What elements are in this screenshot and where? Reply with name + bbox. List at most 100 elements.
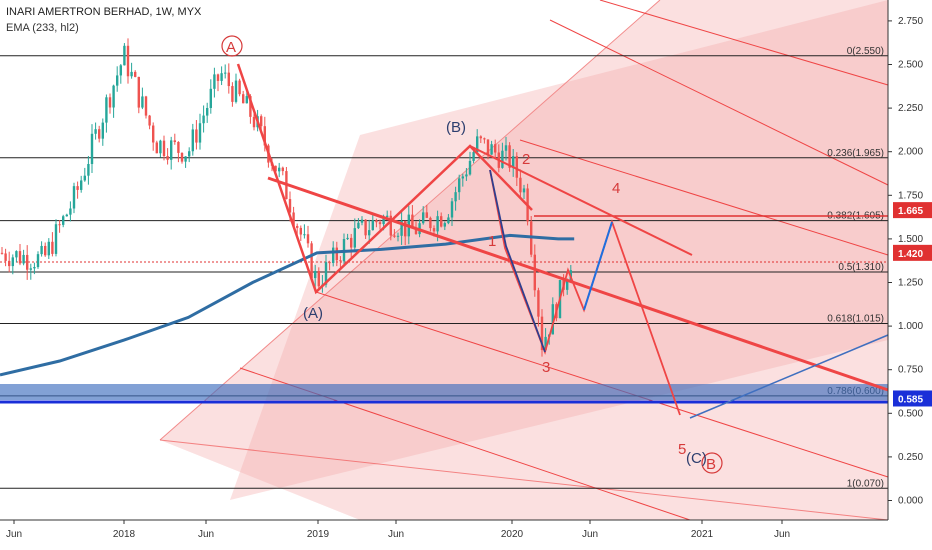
candle-body-59 bbox=[213, 74, 216, 89]
candle-body-29 bbox=[105, 97, 108, 123]
y-tick-label-7: 1.000 bbox=[898, 321, 923, 332]
candle-body-72 bbox=[260, 116, 263, 127]
candle-body-93 bbox=[335, 247, 338, 261]
candle-body-68 bbox=[245, 96, 248, 104]
label-3: 3 bbox=[542, 359, 550, 376]
x-tick-label-6: Jun bbox=[582, 529, 598, 540]
candle-body-86 bbox=[310, 243, 313, 279]
fan-line-4 bbox=[599, 0, 889, 86]
x-ticks: Jun 2018 Jun 2019 Jun 2020 Jun 2021 Jun bbox=[6, 520, 790, 540]
y-tick-label-9: 0.500 bbox=[898, 408, 923, 419]
candle-body-100 bbox=[360, 219, 364, 223]
candle-body-140 bbox=[504, 145, 508, 151]
candle-body-141 bbox=[508, 145, 511, 168]
candle-body-77 bbox=[278, 167, 281, 172]
candle-body-13 bbox=[47, 241, 50, 256]
candle-body-73 bbox=[263, 126, 266, 146]
candle-body-7 bbox=[26, 254, 29, 270]
candle-body-135 bbox=[486, 139, 490, 155]
candle-body-26 bbox=[94, 129, 97, 134]
y-ticks: 2.750 2.500 2.250 2.000 1.750 1.500 1.250 1.000… bbox=[888, 16, 923, 507]
y-tick-label-3: 2.000 bbox=[898, 147, 923, 158]
label-c-paren: (C) bbox=[686, 450, 707, 467]
candle-body-14 bbox=[51, 241, 54, 254]
wave-abc-line bbox=[236, 63, 533, 295]
candle-body-153 bbox=[551, 304, 554, 335]
candle-body-119 bbox=[429, 217, 432, 229]
wave-labels: A (B) (A) 1 2 3 4 5 (C) B bbox=[226, 39, 716, 473]
circle-b bbox=[701, 452, 723, 474]
candle-body-2 bbox=[8, 260, 11, 267]
candle-body-96 bbox=[346, 237, 349, 240]
candle-body-45 bbox=[162, 140, 166, 157]
candle-body-4 bbox=[15, 251, 18, 258]
x-tick-label-7: 2021 bbox=[691, 529, 714, 540]
fib-label-6: 1(0.070) bbox=[847, 478, 884, 489]
candle-body-149 bbox=[537, 290, 540, 317]
label-1: 1 bbox=[488, 233, 496, 250]
y-tick-label-4: 1.750 bbox=[898, 190, 923, 201]
candle-body-5 bbox=[18, 251, 22, 264]
candle-body-28 bbox=[101, 122, 104, 139]
candle-body-25 bbox=[90, 133, 94, 165]
candle-body-60 bbox=[216, 74, 220, 81]
candle-body-112 bbox=[404, 220, 407, 237]
candle-body-130 bbox=[468, 160, 472, 175]
label-5: 5 bbox=[678, 441, 686, 458]
candle-body-61 bbox=[220, 73, 223, 81]
label-a: A bbox=[226, 39, 236, 56]
candle-body-108 bbox=[389, 215, 392, 236]
candle-body-80 bbox=[288, 199, 292, 213]
candle-body-110 bbox=[396, 235, 400, 237]
candle-body-92 bbox=[332, 247, 335, 263]
candle-body-114 bbox=[411, 214, 414, 228]
x-tick-label-8: Jun bbox=[774, 529, 790, 540]
candle-body-11 bbox=[40, 245, 43, 255]
candle-body-148 bbox=[533, 254, 536, 291]
price-tag-2: 0.585 bbox=[898, 394, 923, 405]
candle-body-145 bbox=[522, 188, 526, 193]
candle-body-49 bbox=[177, 141, 180, 153]
candle-body-31 bbox=[112, 85, 115, 108]
x-tick-label-5: 2020 bbox=[501, 529, 524, 540]
candle-body-67 bbox=[242, 94, 245, 104]
candle-body-53 bbox=[191, 129, 194, 152]
candle-body-43 bbox=[155, 142, 158, 154]
candle-body-70 bbox=[252, 116, 256, 128]
candle-body-44 bbox=[159, 140, 162, 154]
candle-body-24 bbox=[87, 164, 90, 176]
candle-body-117 bbox=[422, 212, 425, 224]
label-4: 4 bbox=[612, 180, 620, 197]
candle-body-1 bbox=[4, 253, 7, 261]
fan-inner bbox=[230, 0, 888, 500]
support-band bbox=[0, 384, 888, 400]
candle-body-97 bbox=[350, 237, 353, 248]
price-tag-1: 1.420 bbox=[898, 249, 923, 260]
candle-body-22 bbox=[80, 180, 83, 190]
label-b-circle: B bbox=[706, 456, 716, 473]
candle-body-134 bbox=[483, 138, 486, 140]
candle-body-10 bbox=[36, 254, 40, 268]
fan-line-6 bbox=[159, 439, 889, 521]
candle-body-85 bbox=[306, 234, 310, 244]
candle-body-42 bbox=[152, 125, 155, 143]
candle-body-99 bbox=[357, 222, 360, 229]
candle-body-23 bbox=[83, 175, 86, 181]
circle-a bbox=[221, 35, 243, 57]
x-tick-label-2: Jun bbox=[198, 529, 214, 540]
y-tick-label-11: 0.000 bbox=[898, 496, 923, 507]
candle-body-33 bbox=[119, 65, 122, 76]
y-tick-label-2: 2.250 bbox=[898, 103, 923, 114]
candle-body-81 bbox=[292, 212, 295, 226]
candle-body-58 bbox=[209, 88, 212, 108]
indicator-label[interactable]: EMA (233, hl2) bbox=[6, 22, 79, 34]
candle-body-126 bbox=[454, 192, 457, 202]
candle-body-76 bbox=[274, 165, 277, 172]
y-tick-label-1: 2.500 bbox=[898, 60, 923, 71]
candle-body-30 bbox=[108, 97, 112, 108]
candle-body-104 bbox=[375, 220, 378, 223]
candle-body-87 bbox=[314, 271, 317, 279]
candle-body-47 bbox=[170, 140, 173, 160]
chart-title: INARI AMERTRON BERHAD, 1W, MYX bbox=[6, 6, 202, 18]
